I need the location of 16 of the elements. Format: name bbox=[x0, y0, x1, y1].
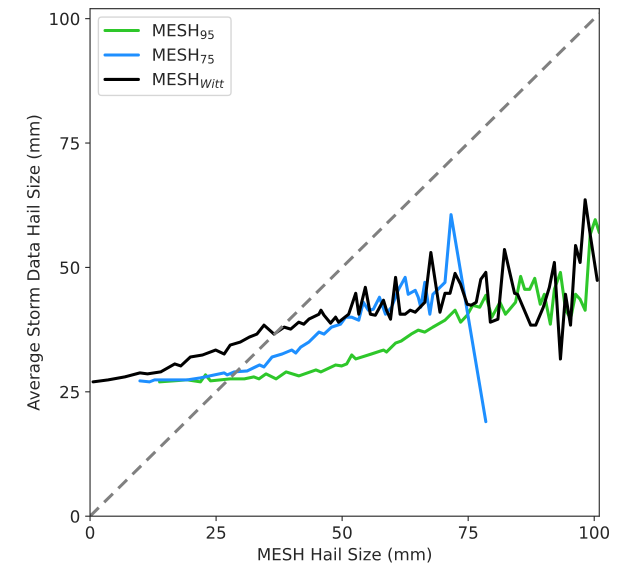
legend-label: MESH$_{75}$ bbox=[153, 48, 214, 64]
x-tick-label: 25 bbox=[206, 526, 226, 539]
legend-label: MESH$_{Witt}$ bbox=[153, 72, 224, 88]
x-tick-label: 0 bbox=[86, 526, 94, 539]
x-tick-label: 50 bbox=[332, 526, 352, 539]
y-axis-title: Average Storm Data Hail Size (mm) bbox=[26, 116, 43, 411]
legend-label: MESH$_{95}$ bbox=[153, 24, 214, 40]
x-tick-label: 75 bbox=[458, 526, 478, 539]
y-tick-label: 50 bbox=[60, 261, 80, 274]
x-axis-title: MESH Hail Size (mm) bbox=[258, 548, 432, 562]
y-tick-label: 25 bbox=[60, 386, 79, 398]
y-tick-label: 75 bbox=[60, 137, 79, 150]
x-tick-label: 100 bbox=[580, 526, 610, 539]
y-tick-label: 100 bbox=[50, 12, 80, 26]
line-series bbox=[92, 198, 599, 384]
y-tick-label: 0 bbox=[70, 510, 80, 523]
